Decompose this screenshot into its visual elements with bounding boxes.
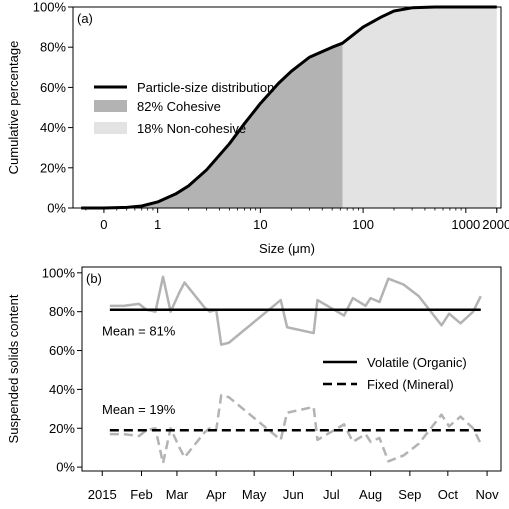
y-tick-label: 40% [49,382,75,397]
legend-label: 82% Cohesive [137,99,221,114]
y-tick-label: 0% [56,460,75,475]
x-tick-label: Nov [476,487,500,502]
y-axis-label: Cumulative percentage [6,41,21,175]
mean-annotation: Mean = 81% [102,324,176,339]
y-tick-label: 60% [40,80,66,95]
y-tick-label: 100% [42,265,76,280]
x-tick-label: 1 [154,217,161,232]
x-tick-label: 0 [100,217,107,232]
y-tick-label: 80% [49,304,75,319]
y-tick-label: 20% [49,421,75,436]
y-tick-label: 40% [40,120,66,135]
x-tick-label: 10 [253,217,267,232]
distribution-line [81,5,497,210]
x-tick-label: Apr [206,487,227,502]
y-tick-label: 80% [40,40,66,55]
plot-frame [72,6,502,209]
x-tick-label: 2000 [482,217,509,232]
shaded-region [342,7,497,208]
y-tick-label: 0% [47,201,66,216]
x-tick-label: Sep [398,487,421,502]
legend-label: Fixed (Mineral) [367,377,454,392]
x-tick-label: Jun [283,487,304,502]
panel-label: (a) [77,11,93,26]
x-tick-label: 100 [352,217,374,232]
x-tick-label: Mar [166,487,189,502]
x-tick-label: Aug [359,487,382,502]
y-axis-label: Suspended solids content [6,294,21,443]
series-line [109,275,482,346]
panel-label: (b) [86,271,102,286]
series-line [109,393,482,465]
plot-frame [81,266,502,472]
legend-swatch [94,122,127,134]
legend-swatch [94,100,127,112]
x-tick-label: May [242,487,267,502]
legend-label: Particle-size distribution [137,80,274,95]
shaded-region [81,43,343,209]
y-tick-label: 100% [33,0,67,15]
y-tick-label: 60% [49,343,75,358]
legend-label: Volatile (Organic) [367,355,467,370]
x-tick-label: Jul [323,487,340,502]
legend-label: 18% Non-cohesive [137,121,246,136]
y-tick-label: 20% [40,160,66,175]
panel-b: Mean = 81% Mean = 19% 0% 20% 40% 60% 80% 100% 20… [6,265,502,502]
x-tick-label: Feb [130,487,152,502]
mean-annotation: Mean = 19% [102,402,176,417]
x-tick-label: 1000 [451,217,480,232]
panel-a: 0% 20% 40% 60% 80% 100% 0 1 10 100 1000 2000 (a) Size… [6,0,509,256]
x-tick-label: 2015 [88,487,117,502]
x-tick-label: Oct [438,487,459,502]
x-axis-label: Size (μm) [259,241,315,256]
